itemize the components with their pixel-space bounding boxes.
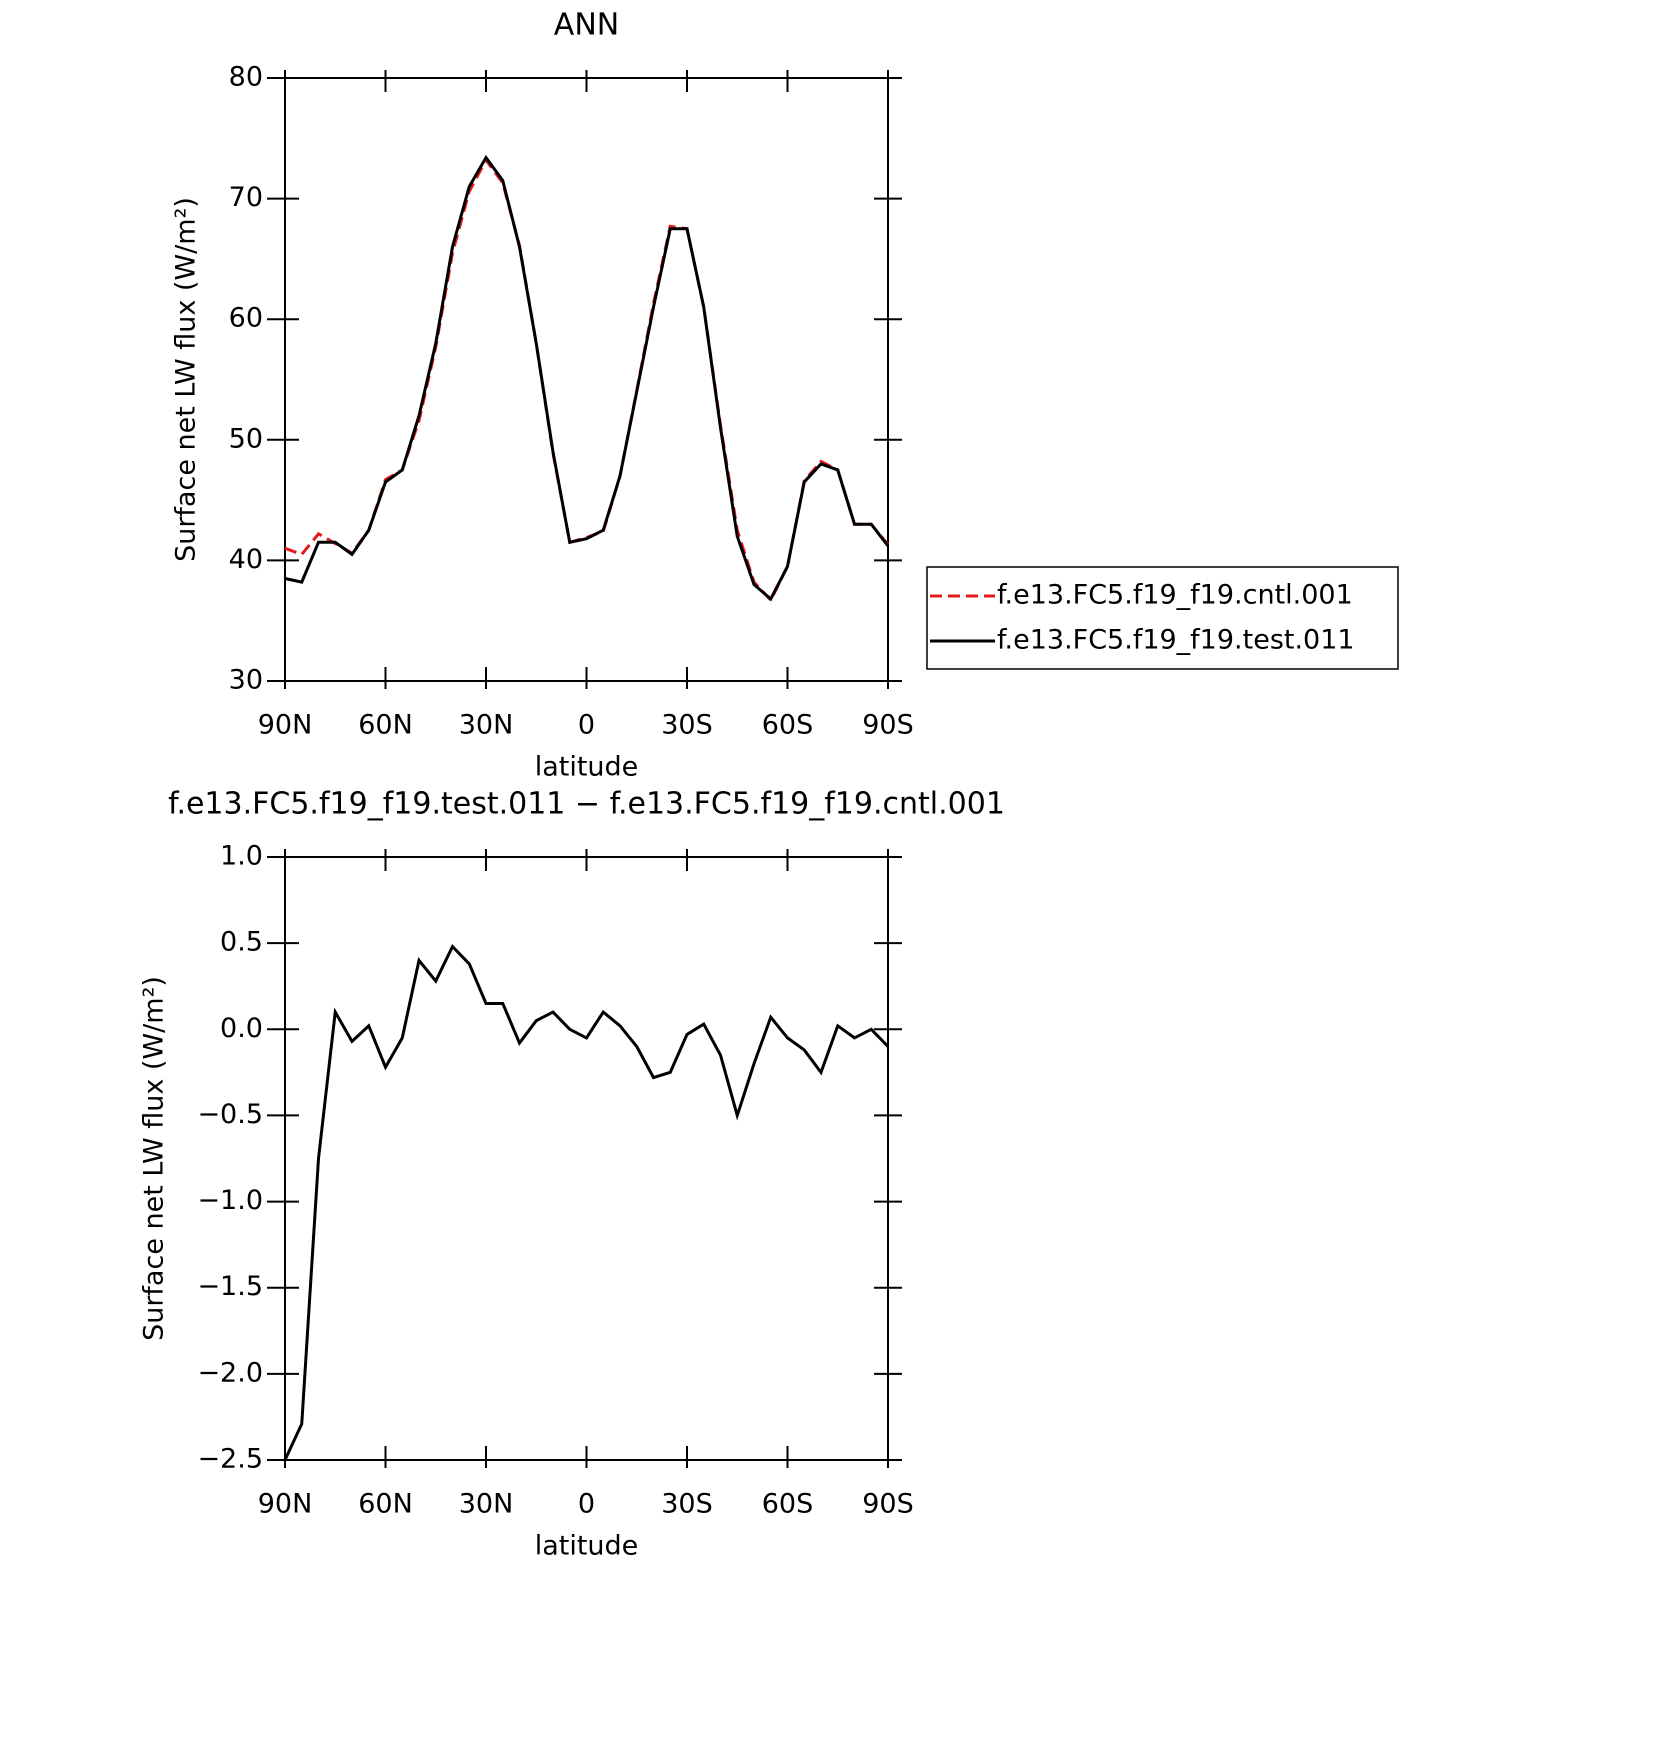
plot-frame [284,77,889,682]
y-tick-label: 0.0 [220,1013,263,1044]
x-tick-label: 30S [661,1489,713,1520]
y-tick-label: −1.5 [197,1271,263,1302]
x-tick-label: 60S [762,1489,814,1520]
x-tick-label: 30S [661,710,713,741]
y-tick-label: 0.5 [220,927,263,958]
x-axis-label: latitude [535,752,639,783]
y-tick-label: −1.0 [197,1185,263,1216]
x-tick-label: 0 [578,1489,595,1520]
y-tick-label: 60 [229,303,263,334]
y-tick-label: −2.0 [197,1357,263,1388]
x-tick-label: 90N [258,710,313,741]
y-axis-label: Surface net LW flux (W/m²) [139,976,170,1341]
y-tick-label: −0.5 [197,1099,263,1130]
x-tick-label: 90S [862,1489,914,1520]
x-tick-label: 60N [358,710,413,741]
legend-box [926,566,1399,670]
x-tick-label: 0 [578,710,595,741]
y-tick-label: 70 [229,182,263,213]
data-line [284,157,890,603]
x-tick-label: 30N [459,1489,514,1520]
x-tick-label: 60S [762,710,814,741]
y-tick-label: 50 [229,423,263,454]
data-line [284,154,890,602]
x-tick-label: 60N [358,1489,413,1520]
y-tick-label: −2.5 [197,1444,263,1475]
y-tick-label: 40 [229,544,263,575]
y-tick-label: 1.0 [220,841,263,872]
x-axis-label: latitude [535,1531,639,1562]
data-line [283,944,890,1461]
chart-title: f.e13.FC5.f19_f19.test.011 − f.e13.FC5.f… [168,787,1005,822]
y-tick-label: 30 [229,665,263,696]
x-tick-label: 30N [459,710,514,741]
chart-title: ANN [554,8,619,43]
y-tick-label: 80 [229,62,263,93]
legend-label: f.e13.FC5.f19_f19.test.011 [997,625,1355,656]
plot-frame [284,856,889,1461]
x-tick-label: 90N [258,1489,313,1520]
x-tick-label: 90S [862,710,914,741]
y-axis-label: Surface net LW flux (W/m²) [171,197,202,562]
legend-label: f.e13.FC5.f19_f19.cntl.001 [997,580,1353,611]
